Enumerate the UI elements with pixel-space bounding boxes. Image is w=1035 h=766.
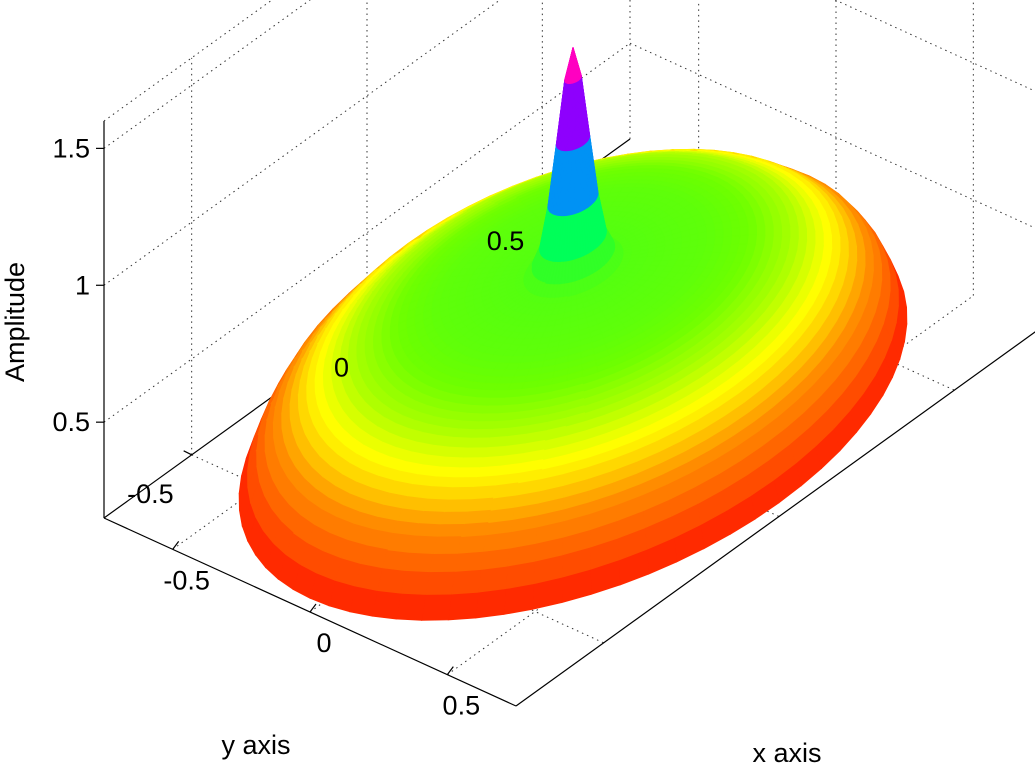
surface-patch (443, 499, 471, 513)
surface-patch (738, 234, 749, 245)
surface-patch (451, 477, 477, 489)
surface-patch (730, 235, 741, 245)
surface-patch (454, 550, 484, 572)
surface-patch (754, 234, 766, 247)
surface-patch (400, 570, 430, 595)
z-tick-label: 1 (75, 270, 90, 300)
surface (238, 47, 908, 621)
surface-patch (721, 235, 733, 246)
surface-patch (731, 226, 741, 237)
surface-patch (789, 225, 799, 239)
y-tick-label: 0.5 (487, 226, 525, 256)
surface-patch (477, 565, 508, 593)
surface-patch (250, 480, 265, 519)
y-tick-label: 0 (334, 353, 349, 383)
z-tick-label: 0.5 (52, 407, 90, 437)
y-tick-label: -0.5 (127, 479, 174, 509)
surface-patch (436, 523, 465, 538)
z-axis-label: Amplitude (0, 262, 30, 382)
x-tick-mark (309, 603, 317, 613)
surface-patch (705, 236, 716, 246)
surface-patch (564, 47, 574, 83)
surface-patch (457, 534, 486, 554)
surface-patch (714, 228, 724, 238)
surface-patch (425, 570, 455, 595)
grid-line-z-wall-x (103, 42, 631, 423)
y-axis-label: y axis (221, 730, 290, 760)
surface-patch (395, 592, 426, 621)
surface-patch (447, 591, 479, 621)
surface-patch (705, 229, 716, 239)
surface-patch (475, 588, 507, 619)
x-far-axis-line (515, 331, 1035, 707)
surface-patch (722, 227, 733, 238)
z-tick-label: 1.5 (52, 133, 90, 163)
surface-patch (781, 225, 791, 238)
surface-patch (460, 522, 489, 538)
surface-patch (469, 485, 496, 501)
surface-patch (404, 551, 434, 573)
surface-patch (756, 225, 766, 237)
surface-patch (764, 225, 774, 237)
surface-patch (440, 511, 468, 526)
x-tick-label: 0 (316, 628, 331, 658)
y-tick-mark (183, 450, 192, 456)
surface-patch (421, 593, 452, 621)
surface-patch (772, 225, 783, 238)
surface-patch (747, 225, 758, 236)
x-tick-mark (446, 666, 454, 676)
surface-patch (447, 486, 474, 501)
surface-patch (466, 497, 494, 513)
surface-patch (713, 236, 724, 246)
surface-patch (428, 552, 459, 573)
grid-line-z-wall-y (834, 0, 1035, 92)
surface-patch (739, 225, 749, 237)
surface-patch (432, 536, 462, 555)
x-tick-label: 0.5 (443, 691, 481, 721)
grid-line-z-wall-y (629, 42, 1035, 229)
tick-labels: 0.5 1 1.5 -0.5 0 0.5 -0.5 0 0.5 (52, 133, 524, 720)
x-axis-label: x axis (752, 738, 821, 766)
x-tick-label: -0.5 (163, 565, 210, 595)
x-tick-mark (172, 540, 180, 550)
surface-patch (463, 509, 491, 525)
surface-patch (450, 569, 482, 595)
surface-patch (746, 234, 758, 246)
